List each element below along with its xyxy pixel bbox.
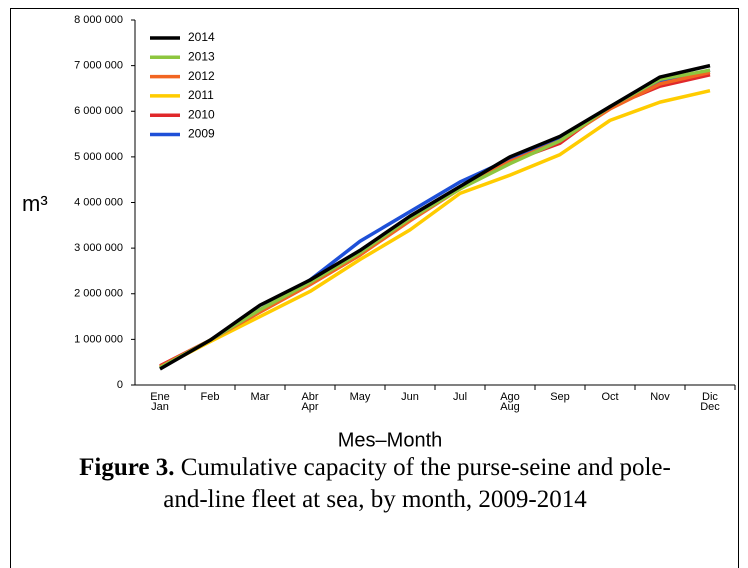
y-tick-label: 7 000 000 (74, 60, 123, 72)
y-tick-label: 2 000 000 (74, 288, 123, 300)
legend-label: 2009 (188, 127, 215, 141)
y-tick-label: 6 000 000 (74, 105, 123, 117)
y-axis-label: m³ (22, 191, 48, 216)
x-tick-label: Ago Aug (500, 391, 520, 413)
x-tick-label: Feb (201, 391, 220, 403)
caption: Figure 3. Cumulative capacity of the pur… (60, 452, 690, 516)
legend-label: 2010 (188, 107, 215, 121)
x-tick-label: Ene Jan (150, 391, 170, 413)
legend-label: 2014 (188, 30, 215, 44)
y-tick-label: 1 000 000 (74, 333, 123, 345)
y-tick-label: 5 000 000 (74, 151, 123, 163)
caption-label: Figure 3. (79, 454, 175, 481)
y-tick-label: 3 000 000 (74, 242, 123, 254)
legend-label: 2013 (188, 49, 215, 63)
x-tick-label: Oct (601, 391, 618, 403)
series-line (159, 89, 711, 370)
legend-label: 2011 (188, 88, 214, 102)
x-tick-label: Abr Apr (301, 391, 318, 413)
caption-text: Cumulative capacity of the purse-seine a… (163, 454, 671, 513)
figure-frame (10, 8, 739, 568)
x-tick-label: Jun (401, 391, 419, 403)
series-line (159, 70, 711, 369)
x-tick-label: Dic Dec (700, 391, 720, 413)
x-tick-label: Mar (251, 391, 270, 403)
x-axis-label: Mes–Month (338, 429, 443, 451)
y-tick-label: 4 000 000 (74, 196, 123, 208)
x-tick-label: Jul (453, 391, 467, 403)
series-line (159, 63, 711, 371)
y-tick-label: 0 (117, 379, 123, 391)
x-tick-label: Nov (650, 391, 670, 403)
x-tick-label: May (350, 391, 371, 403)
x-tick-label: Sep (550, 391, 570, 403)
y-tick-label: 8 000 000 (74, 14, 123, 26)
legend-label: 2012 (188, 69, 215, 83)
